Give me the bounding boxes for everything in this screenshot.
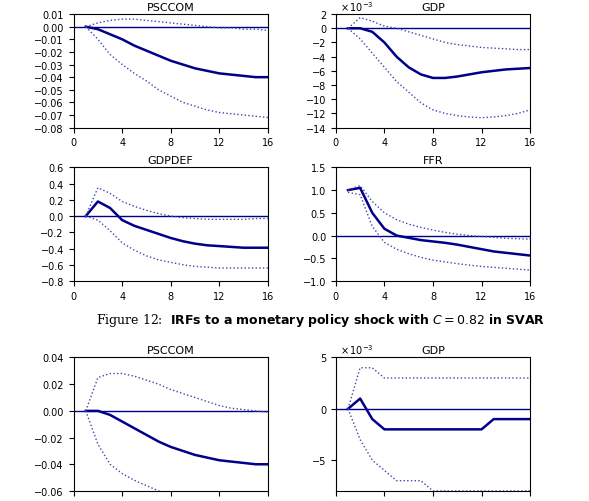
Text: Figure 12:  $\mathbf{IRFs\ to\ a\ monetary\ policy\ shock\ with}\ C=0.82\ \mathb: Figure 12: $\mathbf{IRFs\ to\ a\ monetar… — [97, 311, 545, 328]
Title: FFR: FFR — [423, 156, 444, 166]
Title: GDPDEF: GDPDEF — [148, 156, 194, 166]
Title: PSCCOM: PSCCOM — [147, 346, 194, 356]
Title: GDP: GDP — [421, 346, 445, 356]
Title: PSCCOM: PSCCOM — [147, 3, 194, 13]
Title: GDP: GDP — [421, 3, 445, 13]
Text: $\times\,10^{-3}$: $\times\,10^{-3}$ — [340, 343, 373, 356]
Text: $\times\,10^{-3}$: $\times\,10^{-3}$ — [340, 0, 373, 14]
